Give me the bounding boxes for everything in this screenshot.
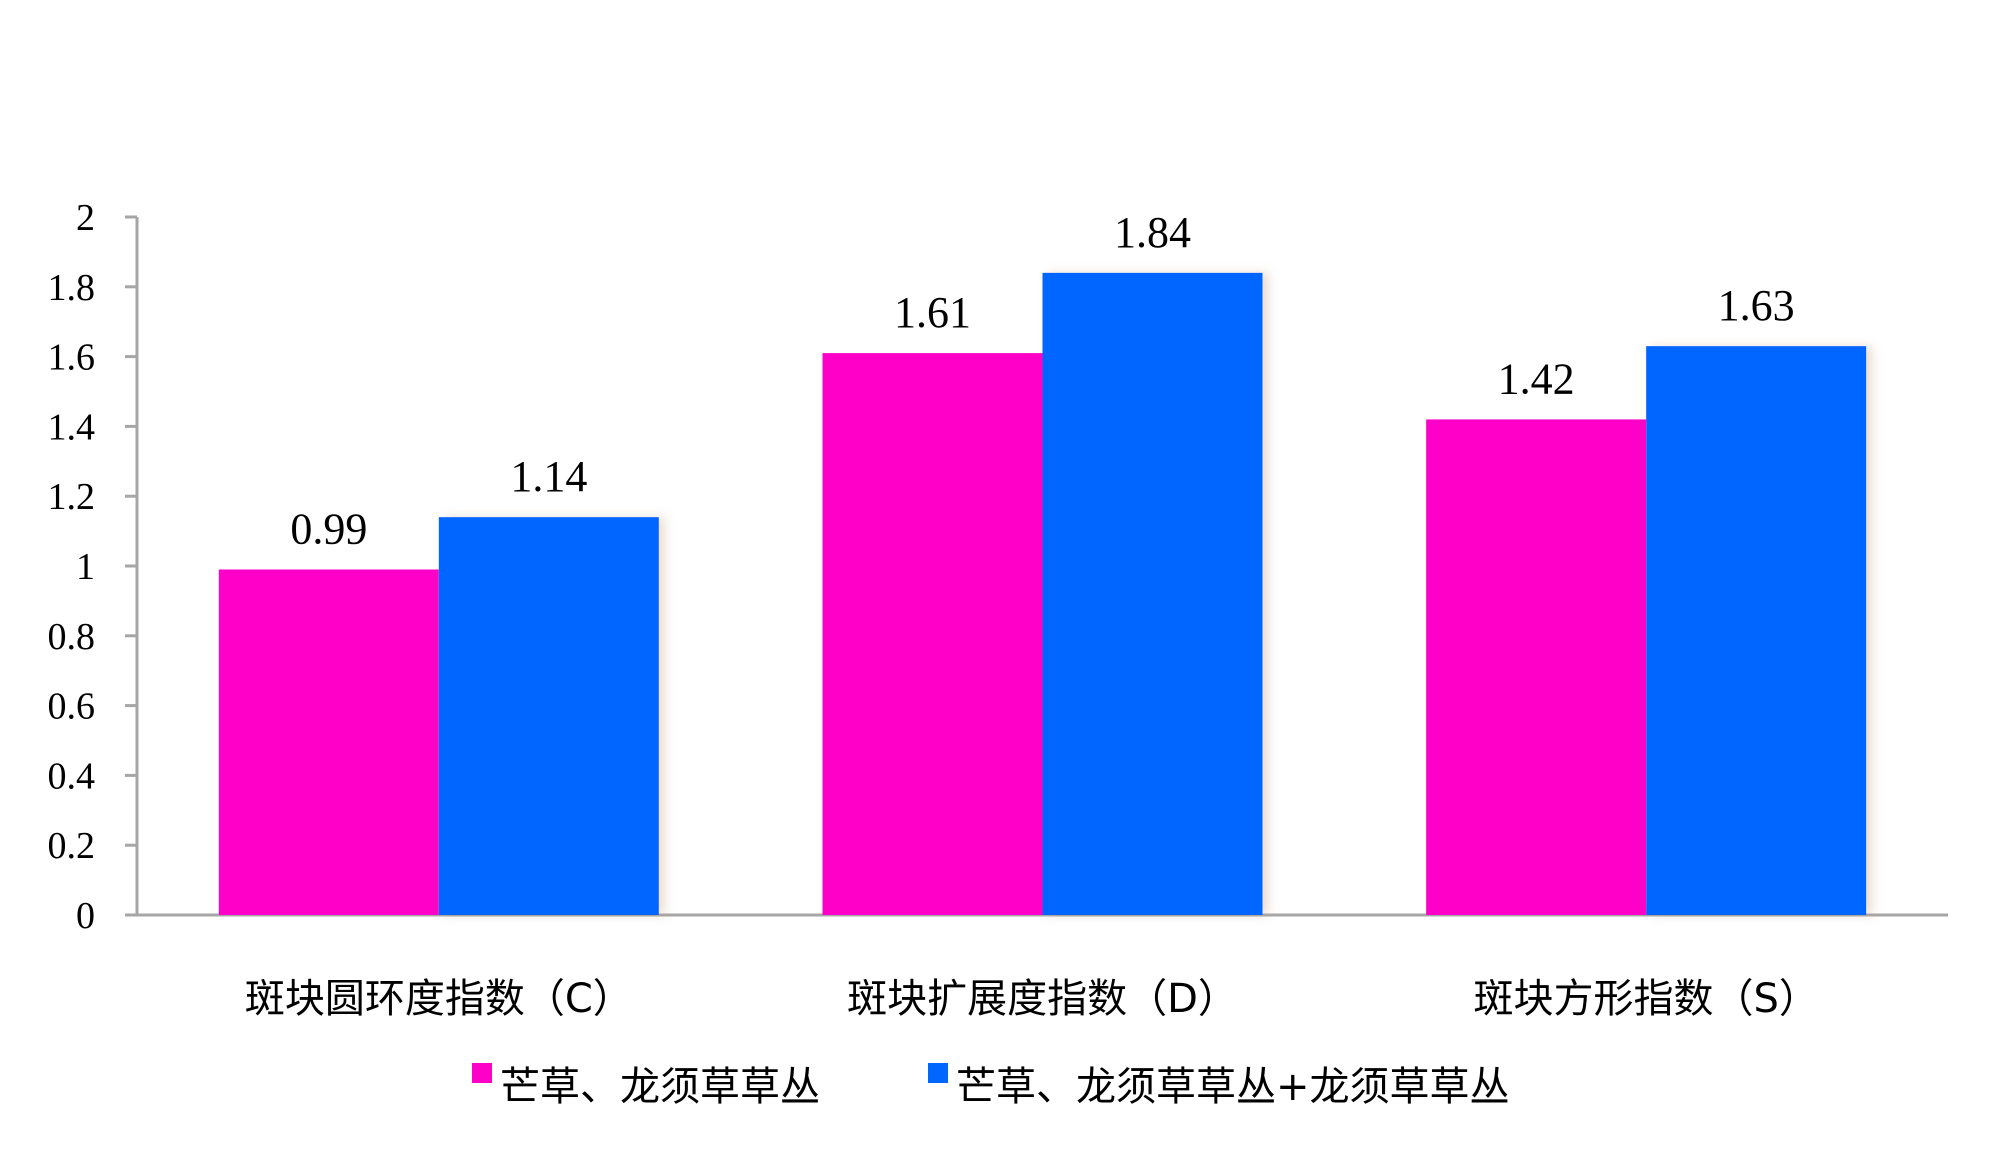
data-label: 1.14	[510, 452, 587, 501]
bar-1-1	[1042, 272, 1263, 916]
data-label: 1.84	[1114, 208, 1191, 257]
y-tick-label: 0	[76, 895, 95, 937]
legend-swatch	[928, 1063, 948, 1083]
y-tick-label: 0.8	[48, 616, 96, 658]
y-tick-label: 1.8	[48, 267, 96, 309]
y-tick-label: 1	[76, 546, 95, 588]
y-tick-label: 1.6	[48, 337, 96, 379]
bars	[218, 272, 1867, 916]
y-tick-label: 1.4	[48, 406, 96, 448]
data-label: 1.42	[1498, 354, 1575, 403]
legend-swatch	[472, 1063, 492, 1083]
bar-2-1	[1646, 346, 1867, 915]
y-tick-label: 2	[76, 197, 95, 239]
bar-0-0	[218, 569, 439, 915]
data-label: 1.61	[894, 288, 971, 337]
data-label: 1.63	[1718, 281, 1795, 330]
legend-label: 芒草、龙须草草丛+龙须草草丛	[956, 1064, 1510, 1110]
bar-1-0	[822, 353, 1043, 915]
bar-0-1	[438, 517, 659, 915]
x-tick-label: 斑块方形指数（S）	[1473, 976, 1818, 1022]
legend-label: 芒草、龙须草草丛	[500, 1064, 820, 1110]
y-tick-label: 1.2	[48, 476, 96, 518]
y-tick-label: 0.2	[48, 825, 96, 867]
x-tick-label: 斑块圆环度指数（C）	[245, 976, 633, 1022]
bar-2-0	[1426, 419, 1647, 915]
data-label: 0.99	[290, 504, 367, 553]
x-tick-label: 斑块扩展度指数（D）	[847, 976, 1238, 1022]
y-tick-label: 0.6	[48, 686, 96, 728]
labels: 0.99 1.14 斑块圆环度指数（C） 1.61 1.84 斑块扩展度指数（D） 1.42…	[245, 208, 1819, 1022]
legend: 芒草、龙须草草丛 芒草、龙须草草丛+龙须草草丛	[472, 1063, 1510, 1110]
y-tick-label: 0.4	[48, 755, 96, 797]
